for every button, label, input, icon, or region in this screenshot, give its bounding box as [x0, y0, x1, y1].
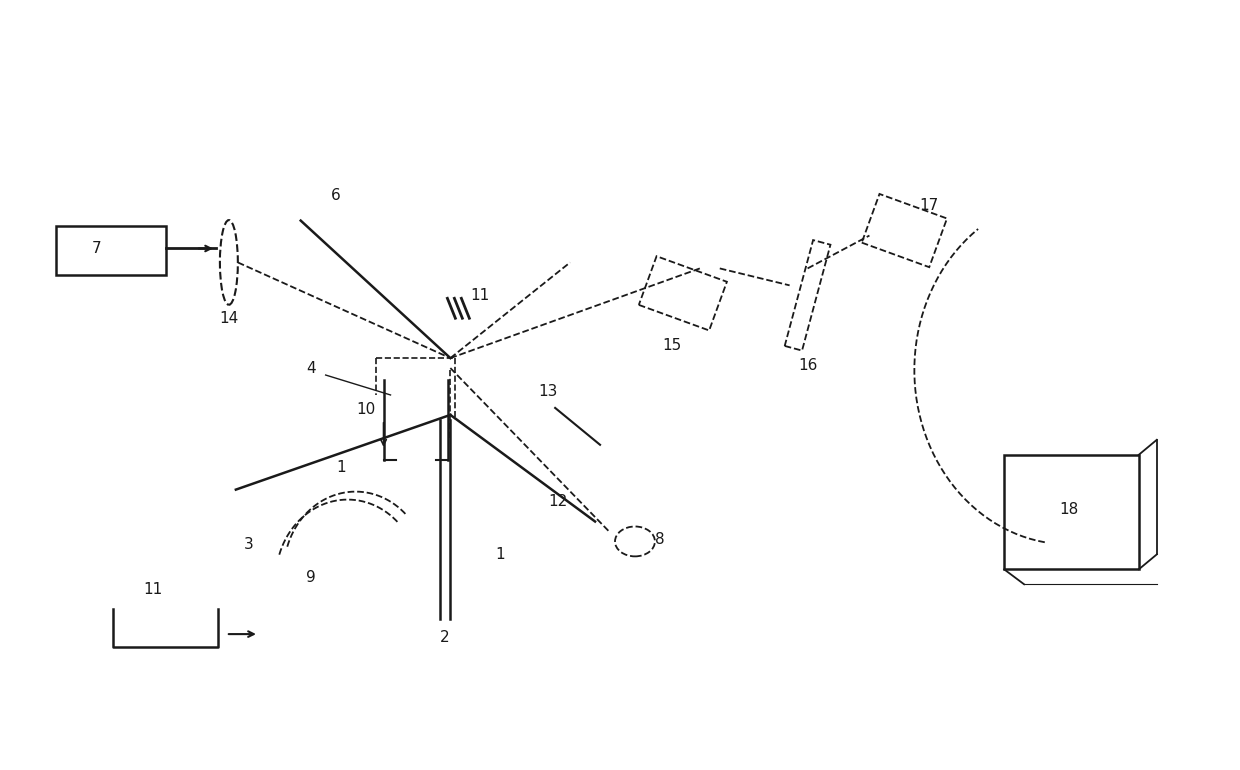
Text: 13: 13 [538, 384, 558, 400]
Text: 2: 2 [440, 630, 449, 644]
Text: 11: 11 [144, 582, 162, 597]
Text: 15: 15 [662, 337, 682, 353]
Bar [639, 256, 727, 330]
Text: 7: 7 [92, 241, 100, 256]
Bar [862, 194, 947, 267]
Text: 1: 1 [336, 460, 346, 475]
Text: 1: 1 [496, 547, 505, 562]
Text: 9: 9 [306, 570, 315, 584]
Text: 18: 18 [1059, 502, 1079, 517]
Text: 12: 12 [548, 494, 568, 509]
Text: 3: 3 [244, 537, 254, 552]
Bar [56, 226, 166, 276]
Bar [1004, 455, 1138, 569]
Text: 10: 10 [356, 403, 376, 417]
Text: 16: 16 [797, 357, 817, 373]
Text: 4: 4 [306, 360, 315, 376]
Bar [785, 240, 831, 350]
Text: 8: 8 [655, 532, 665, 547]
Text: 17: 17 [920, 198, 939, 213]
Text: 11: 11 [471, 288, 490, 303]
Text: 6: 6 [331, 188, 341, 203]
Text: 14: 14 [219, 311, 238, 326]
